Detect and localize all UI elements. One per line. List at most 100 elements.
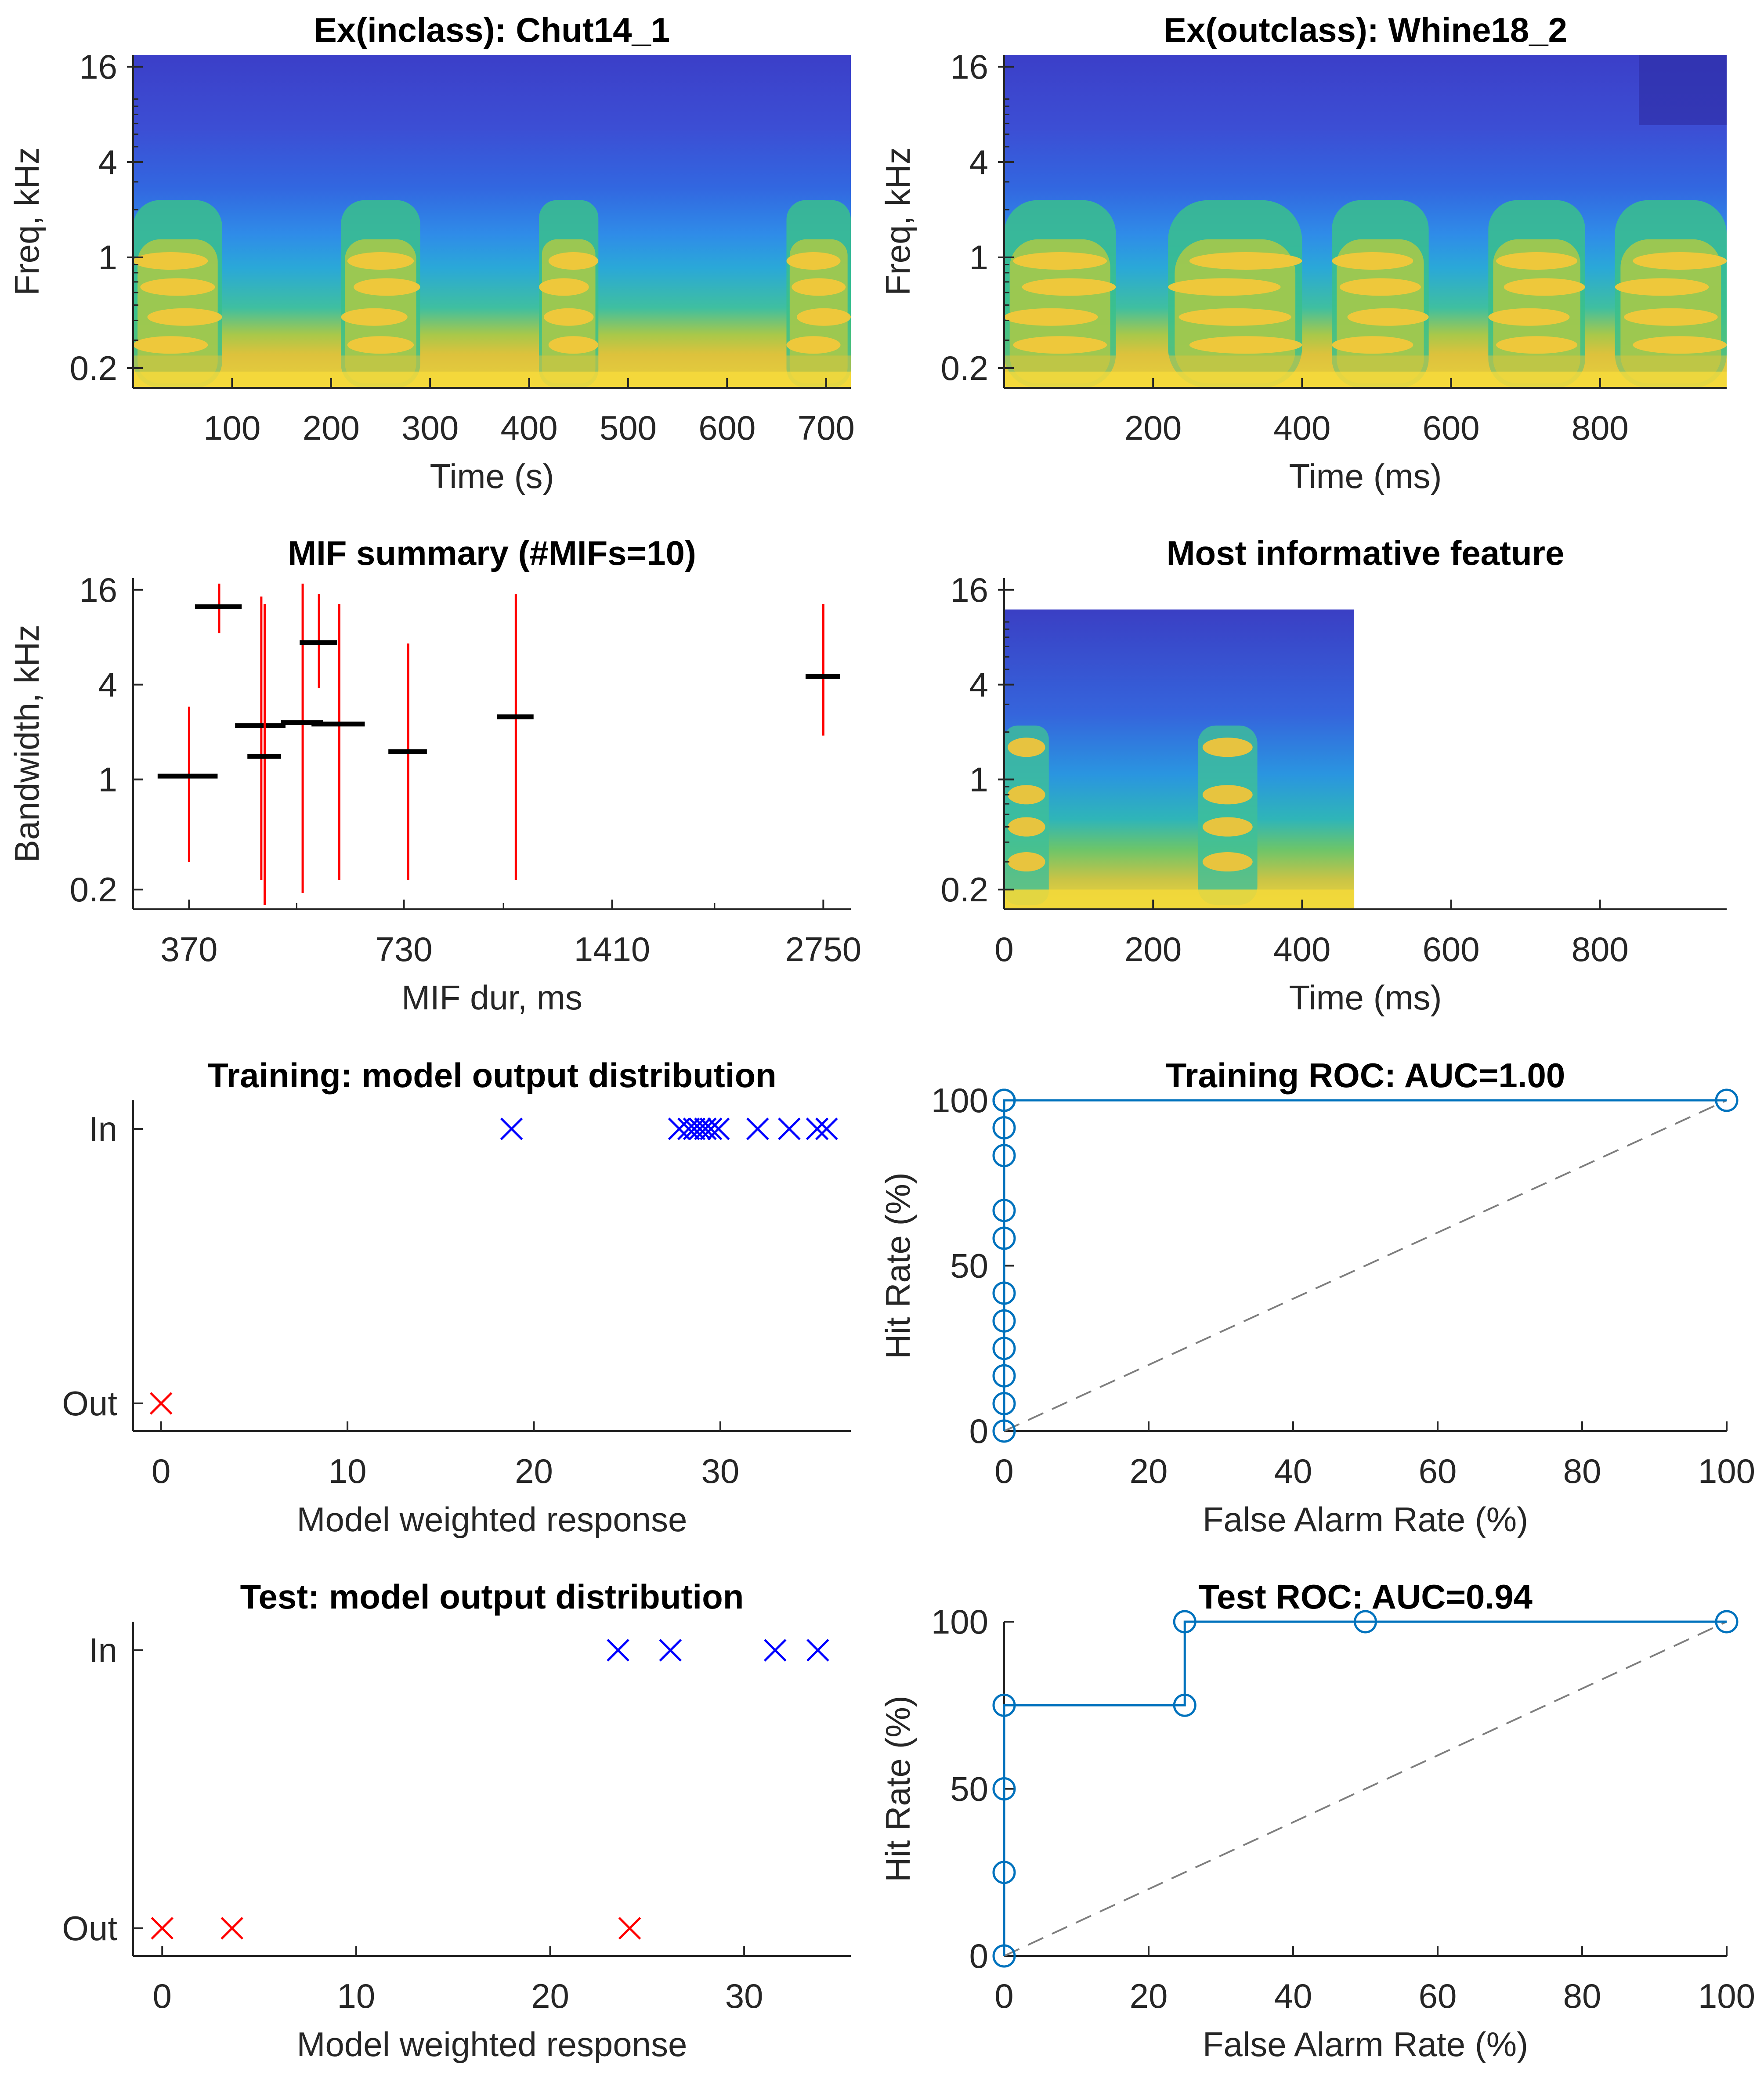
spec-inclass-x-tick-label: 100 (203, 408, 260, 447)
mif-summary-y-tick-label: 0.2 (70, 870, 117, 909)
feature-burst-band (1202, 737, 1253, 757)
train-roc-x-tick-label: 80 (1563, 1452, 1601, 1490)
mif-summary-x-tick-label: 370 (160, 930, 217, 969)
train-dist-y-tick-label: Out (62, 1384, 117, 1423)
spec-inclass-burst-band (354, 278, 420, 296)
spec-inclass-low-band (133, 371, 851, 388)
test-dist-marker-in (806, 1639, 829, 1662)
spec-inclass-background (133, 55, 851, 388)
test-dist-x-label: Model weighted response (297, 2025, 687, 2064)
train-dist-y-tick-label: In (89, 1110, 117, 1148)
test-roc-x-label: False Alarm Rate (%) (1203, 2025, 1528, 2064)
spec-inclass-x-tick-label: 500 (600, 408, 657, 447)
train-roc-point (992, 1337, 1016, 1360)
train-roc-y-tick-label: 100 (931, 1081, 988, 1120)
mif-summary-y-tick-label: 16 (79, 571, 117, 609)
train-roc-x-tick-label: 0 (994, 1452, 1013, 1490)
train-dist-x-tick-label: 0 (152, 1452, 170, 1490)
train-dist-marker-stroke (806, 1117, 829, 1140)
spec-outclass-low-band-2 (1004, 355, 1727, 372)
feature-burst-band (1008, 785, 1045, 805)
spec-outclass-y-label: Freq, kHz (878, 147, 917, 296)
spec-inclass-burst-band (133, 336, 208, 354)
spec-inclass-burst-band (548, 336, 599, 354)
test-dist-x-tick-label: 20 (531, 1977, 569, 2015)
spec-inclass-burst-band (341, 308, 408, 326)
train-roc-x-tick-label: 100 (1698, 1452, 1755, 1490)
test-roc-point (1354, 1610, 1377, 1634)
spec-inclass-x-tick-label: 600 (698, 408, 755, 447)
spec-outclass-y-tick-label: 16 (950, 47, 988, 86)
mif-summary-y-tick-label: 4 (98, 665, 117, 704)
train-dist-title: Training: model output distribution (207, 1056, 777, 1095)
spec-outclass-x-tick-label: 400 (1273, 408, 1330, 447)
test-dist-x-tick-label: 30 (725, 1977, 763, 2015)
spec-outclass-burst-band (1168, 278, 1281, 296)
spec-inclass-y-label: Freq, kHz (7, 147, 46, 296)
mif-summary-x-label: MIF dur, ms (401, 978, 582, 1017)
train-roc-x-tick-label: 20 (1130, 1452, 1168, 1490)
train-dist-x-tick-label: 20 (515, 1452, 553, 1490)
test-dist-y-tick-label: In (89, 1631, 117, 1670)
train-dist-marker-stroke (683, 1117, 706, 1140)
train-roc-point (992, 1281, 1016, 1305)
train-roc-x-tick-label: 60 (1419, 1452, 1457, 1490)
feature-x-tick-label: 600 (1422, 930, 1479, 969)
test-roc-x-tick-label: 100 (1698, 1977, 1755, 2015)
spec-outclass-burst-band (1504, 278, 1585, 296)
spec-inclass-x-label: Time (s) (430, 457, 554, 495)
train-dist-marker-in (707, 1117, 730, 1140)
train-roc-point (992, 1088, 1016, 1112)
train-dist-marker-in (699, 1117, 723, 1140)
spec-outclass-burst-band (1022, 278, 1116, 296)
feature-burst-band (1008, 817, 1045, 837)
spec-inclass-burst-band (347, 252, 414, 270)
spec-outclass-burst-band (1013, 336, 1107, 354)
feature-image (1004, 609, 1355, 909)
spec-outclass-low-band (1004, 371, 1727, 388)
spec-outclass-dark-corner (1639, 55, 1727, 125)
train-dist-marker-stroke (815, 1117, 838, 1140)
test-roc-point (992, 1861, 1016, 1884)
spec-inclass-x-tick-label: 700 (798, 408, 855, 447)
train-dist-x-tick-label: 30 (701, 1452, 740, 1490)
feature-x-tick-label: 0 (994, 930, 1013, 969)
mif-summary-title: MIF summary (#MIFs=10) (288, 534, 696, 572)
train-dist-marker-stroke (699, 1117, 723, 1140)
spec-inclass-y-tick-label: 0.2 (70, 349, 117, 387)
spec-outclass-title: Ex(outclass): Whine18_2 (1164, 11, 1567, 49)
train-roc-curve (1003, 1099, 1727, 1431)
train-roc-chance-line (1004, 1099, 1727, 1432)
test-roc-x-tick-label: 20 (1130, 1977, 1168, 2015)
test-dist-y-tick-label: Out (62, 1909, 117, 1948)
spec-outclass-burst-band (1496, 336, 1578, 354)
train-dist-x-label: Model weighted response (297, 1500, 687, 1539)
test-roc-x-tick-label: 0 (994, 1977, 1013, 2015)
feature-x-tick-label: 200 (1124, 930, 1182, 969)
spec-inclass-burst-band (147, 308, 222, 326)
spec-inclass-title: Ex(inclass): Chut14_1 (314, 11, 670, 49)
train-dist-marker-stroke (707, 1117, 730, 1140)
train-dist-marker-in (688, 1117, 711, 1140)
spec-inclass-burst-band (539, 278, 589, 296)
spec-outclass-burst-band (1633, 336, 1727, 354)
spec-inclass-burst-band (796, 308, 851, 326)
test-dist-marker-stroke (659, 1639, 682, 1662)
train-roc-point (1715, 1088, 1739, 1112)
feature-burst-band (1202, 852, 1253, 872)
test-roc-y-tick-label: 0 (969, 1937, 988, 1975)
test-dist-marker-in (659, 1639, 682, 1662)
spec-inclass-burst-band (543, 308, 594, 326)
train-dist-marker-in (778, 1117, 801, 1140)
train-dist-marker-stroke (778, 1117, 801, 1140)
test-roc-x-tick-label: 60 (1419, 1977, 1457, 2015)
test-dist-marker-stroke (618, 1917, 641, 1940)
test-roc-curve (1003, 1620, 1727, 1956)
spec-inclass-burst-band (792, 278, 846, 296)
train-dist-marker-in (806, 1117, 829, 1140)
train-dist-marker-stroke (500, 1117, 523, 1140)
test-roc-y-tick-label: 100 (931, 1602, 988, 1641)
spec-inclass-image (133, 55, 851, 388)
